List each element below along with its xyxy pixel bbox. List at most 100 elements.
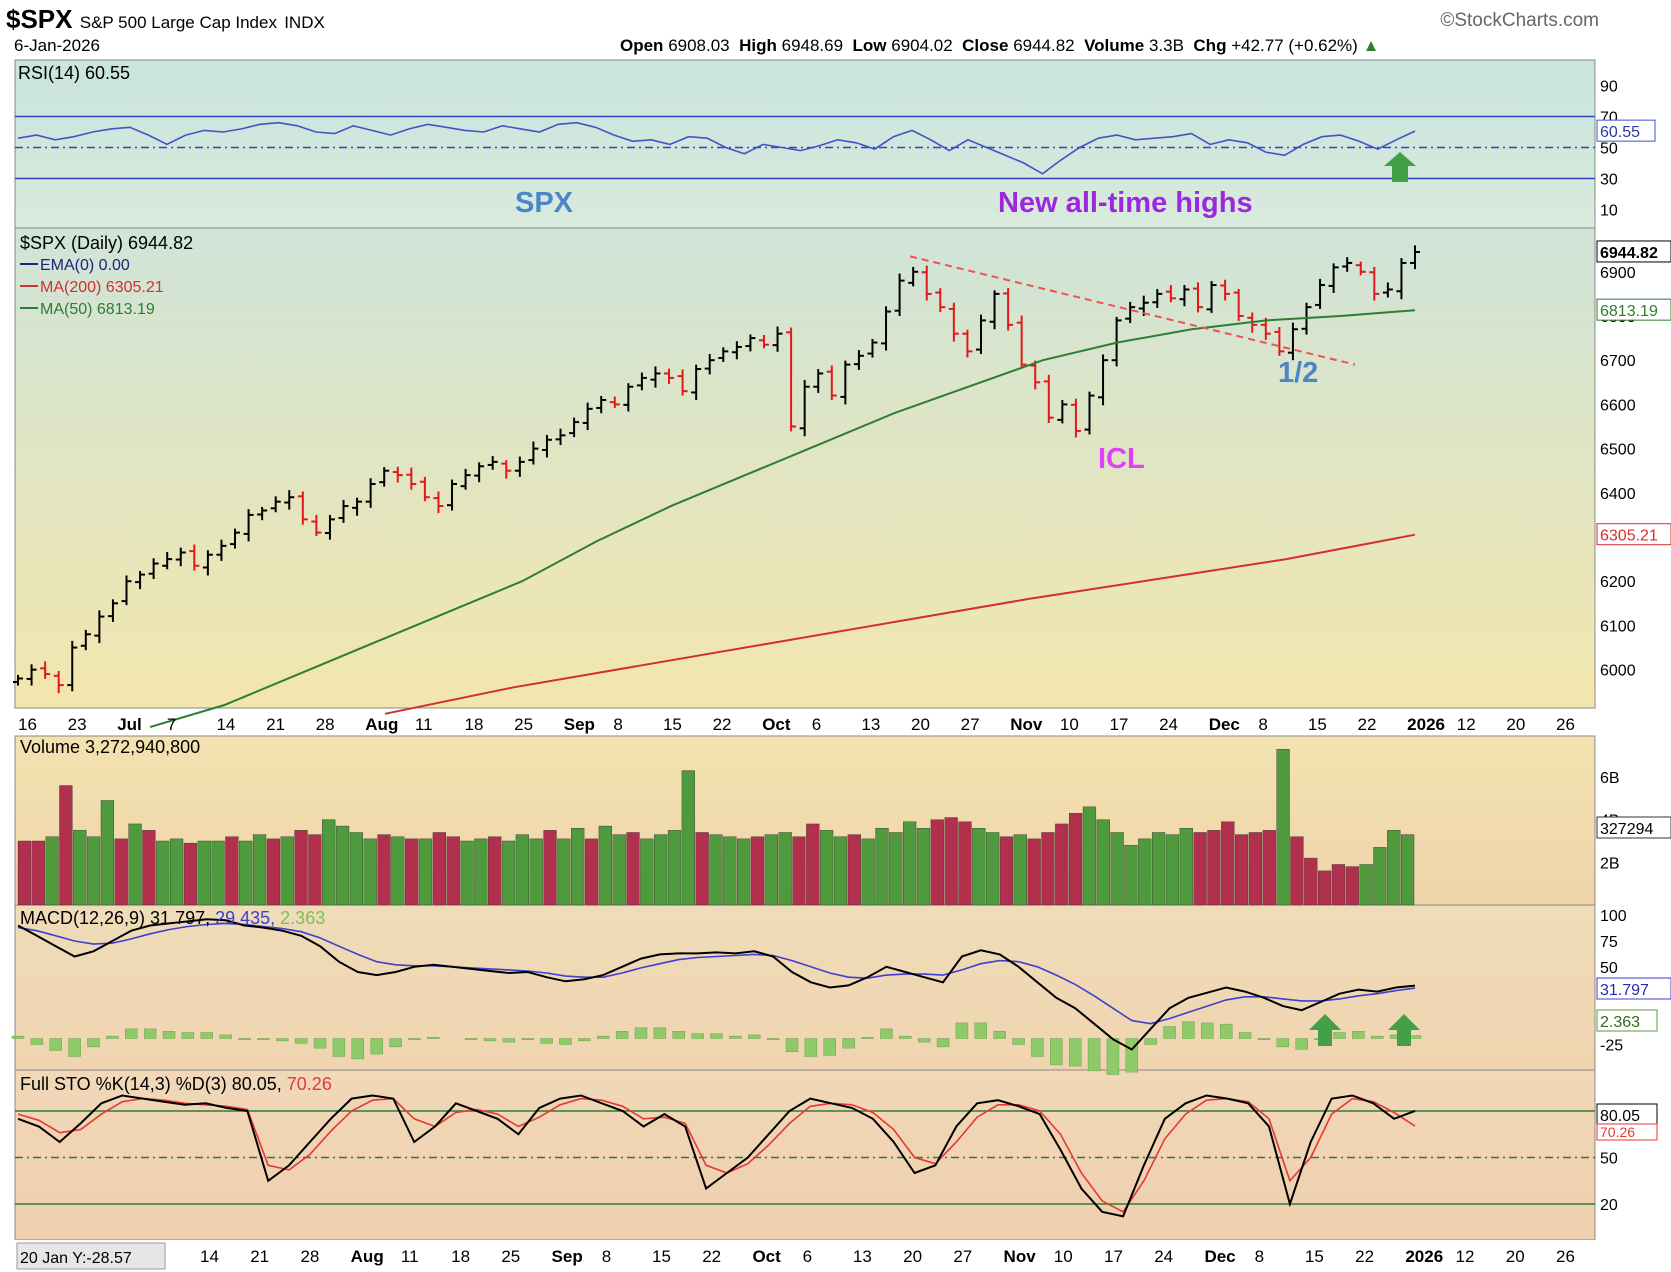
price-title: $SPX (Daily) 6944.82 bbox=[20, 233, 193, 253]
macd-hist-bar-43 bbox=[823, 1038, 836, 1056]
volume-tick-6B: 6B bbox=[1600, 770, 1620, 787]
sto-k-label: 80.05, bbox=[232, 1074, 287, 1094]
macd-hist-bar-57 bbox=[1087, 1038, 1101, 1072]
open-value: 6908.03 bbox=[668, 36, 730, 55]
chg-value: +42.77 (+0.62%) bbox=[1231, 36, 1358, 55]
symbol: $SPX bbox=[6, 4, 73, 34]
sto-tick-20: 20 bbox=[1600, 1197, 1618, 1214]
volume-bar-91 bbox=[1276, 749, 1290, 906]
x-axis-bottom-label-26: 20 bbox=[1506, 1247, 1525, 1266]
annotation-new-highs: New all-time highs bbox=[998, 187, 1253, 219]
x-axis-bottom-label-5: 18 bbox=[451, 1247, 470, 1266]
sto-right-label-1: 70.26 bbox=[1600, 1124, 1635, 1140]
legend-label-0: EMA(0) 0.00 bbox=[40, 257, 130, 274]
x-axis-top-label-23: 24 bbox=[1159, 715, 1178, 734]
volume-bar-50 bbox=[709, 834, 723, 906]
volume-bar-66 bbox=[930, 819, 944, 906]
open-label: Open bbox=[620, 36, 664, 55]
volume-bar-93 bbox=[1304, 857, 1318, 906]
volume-bar-100 bbox=[1400, 834, 1415, 906]
sto-right-label-0: 80.05 bbox=[1600, 1108, 1640, 1125]
x-axis-bottom-label-4: 11 bbox=[401, 1247, 419, 1266]
macd-hist-bar-49 bbox=[936, 1038, 950, 1048]
macd-hist-bar-38 bbox=[729, 1035, 742, 1039]
ma200-line bbox=[384, 533, 1416, 715]
volume-bar-55 bbox=[778, 832, 792, 906]
macd-hist-bar-32 bbox=[615, 1031, 629, 1039]
volume-bar-98 bbox=[1373, 847, 1387, 906]
rsi-tick-90: 90 bbox=[1600, 79, 1618, 96]
volume-bar-68 bbox=[958, 821, 972, 906]
macd-hist-bar-19 bbox=[370, 1038, 383, 1055]
volume-bar-6 bbox=[100, 800, 115, 906]
macd-right-label-1: 2.363 bbox=[1600, 1014, 1640, 1031]
rsi-current-label: 60.55 bbox=[1600, 124, 1640, 141]
macd-hist-bar-17 bbox=[332, 1038, 346, 1057]
price-right-box-1 bbox=[1596, 298, 1671, 321]
macd-hist-bar-37 bbox=[710, 1033, 723, 1039]
x-axis-bottom-label-7: Sep bbox=[552, 1247, 583, 1266]
price-tick-6000: 6000 bbox=[1600, 663, 1636, 680]
rsi-current-box bbox=[1596, 119, 1656, 142]
macd-hist-bar-58 bbox=[1106, 1038, 1120, 1075]
macd-hist-bar-54 bbox=[1031, 1038, 1044, 1057]
volume-bar-48 bbox=[681, 770, 695, 906]
close-value: 6944.82 bbox=[1013, 36, 1075, 55]
volume-bar-19 bbox=[280, 836, 294, 906]
volume-bar-95 bbox=[1331, 864, 1346, 906]
volume-bar-83 bbox=[1165, 834, 1180, 906]
volume-bar-89 bbox=[1248, 832, 1263, 906]
volume-bar-21 bbox=[308, 834, 322, 906]
x-axis-top-label-9: 18 bbox=[465, 715, 484, 734]
low-label: Low bbox=[852, 36, 887, 55]
macd-hist-bar-9 bbox=[181, 1032, 195, 1039]
macd-hist-bar-46 bbox=[880, 1028, 893, 1039]
volume-bar-97 bbox=[1359, 864, 1373, 906]
macd-hist-bar-3 bbox=[68, 1038, 81, 1057]
volume-bar-90 bbox=[1262, 830, 1276, 906]
sto-tick-50: 50 bbox=[1600, 1151, 1618, 1168]
volume-bar-26 bbox=[377, 834, 391, 906]
symbol-title: $SPX S&P 500 Large Cap Index INDX bbox=[6, 4, 325, 35]
volume-bar-92 bbox=[1290, 836, 1304, 906]
volume-bar-4 bbox=[73, 830, 87, 906]
macd-hist-bar-8 bbox=[162, 1031, 176, 1039]
volume-bar-57 bbox=[806, 823, 820, 906]
volume-bar-12 bbox=[183, 842, 198, 906]
index-name: S&P 500 Large Cap Index bbox=[79, 13, 277, 32]
macd-green-up-arrow-icon-2 bbox=[1388, 1014, 1420, 1046]
macd-hist-bar-34 bbox=[653, 1027, 667, 1039]
macd-line bbox=[17, 918, 1416, 1051]
x-axis-top-label-3: 7 bbox=[167, 715, 176, 734]
volume-bar-65 bbox=[916, 828, 931, 906]
footer-note: 20 Jan Y:-28.57 bbox=[20, 1250, 132, 1267]
x-axis-bottom-label-18: 17 bbox=[1104, 1247, 1123, 1266]
volume-bar-25 bbox=[363, 838, 377, 906]
price-right-label-0: 6944.82 bbox=[1600, 245, 1658, 262]
macd-hist-label: 2.363 bbox=[280, 908, 325, 928]
x-axis-bottom-label-6: 25 bbox=[501, 1247, 520, 1266]
volume-bar-40 bbox=[571, 828, 585, 906]
volume-bar-45 bbox=[640, 838, 654, 906]
sto-d-label: 70.26 bbox=[287, 1074, 332, 1094]
volume-bar-61 bbox=[861, 838, 875, 906]
high-label: High bbox=[739, 36, 777, 55]
volume-bar-5 bbox=[86, 836, 101, 906]
volume-bar-47 bbox=[667, 830, 682, 906]
volume-bar-34 bbox=[488, 836, 502, 906]
macd-hist-bar-16 bbox=[313, 1038, 327, 1049]
volume-bar-84 bbox=[1179, 828, 1193, 906]
x-axis-bottom-label-9: 15 bbox=[652, 1247, 671, 1266]
macd-hist-bar-27 bbox=[521, 1038, 534, 1040]
ohlc-summary: Open 6908.03 High 6948.69 Low 6904.02 Cl… bbox=[620, 36, 1379, 56]
volume-bar-14 bbox=[211, 840, 225, 906]
volume-bar-29 bbox=[418, 838, 433, 906]
rsi-green-up-arrow-icon bbox=[1384, 152, 1416, 182]
volume-bar-88 bbox=[1234, 834, 1249, 906]
volume-bar-78 bbox=[1096, 819, 1110, 906]
x-axis-top-label-12: 8 bbox=[613, 715, 622, 734]
volume-bar-30 bbox=[432, 832, 446, 906]
macd-hist-bar-47 bbox=[899, 1035, 912, 1039]
volume-bar-56 bbox=[792, 836, 806, 906]
